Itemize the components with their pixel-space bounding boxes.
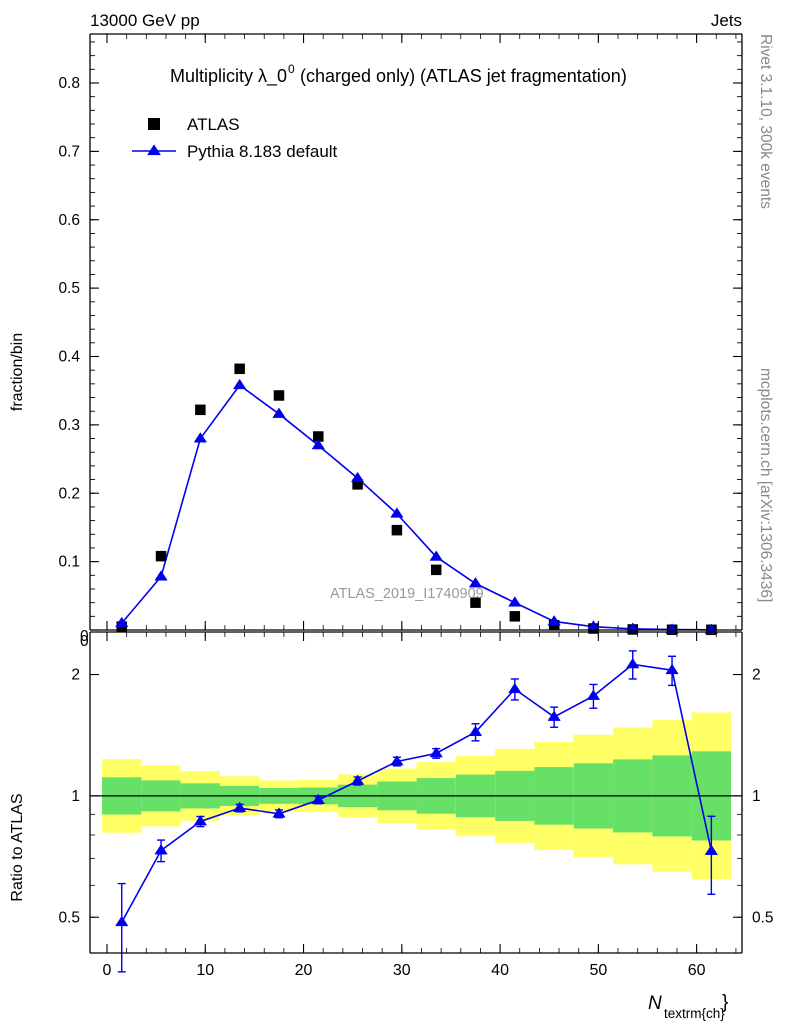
svg-text:0.3: 0.3 (58, 417, 80, 434)
svg-text:Ratio to ATLAS: Ratio to ATLAS (9, 793, 26, 901)
svg-text:0.7: 0.7 (58, 143, 80, 160)
svg-text:Multiplicity λ_0: Multiplicity λ_0 (170, 66, 287, 87)
svg-text:0.6: 0.6 (58, 212, 80, 229)
svg-text:1: 1 (71, 788, 80, 805)
svg-text:13000 GeV pp: 13000 GeV pp (90, 11, 200, 30)
svg-text:30: 30 (393, 962, 411, 979)
svg-text:40: 40 (491, 962, 509, 979)
svg-text:Rivet 3.1.10, 300k events: Rivet 3.1.10, 300k events (757, 34, 774, 209)
svg-text:N: N (648, 993, 662, 1014)
svg-text:0: 0 (80, 626, 89, 643)
svg-text:Jets: Jets (711, 11, 742, 30)
svg-text:2: 2 (71, 667, 80, 684)
svg-text:10: 10 (196, 962, 214, 979)
svg-text:0.4: 0.4 (58, 349, 80, 366)
svg-text:0.8: 0.8 (58, 75, 80, 92)
svg-text:0.2: 0.2 (58, 485, 80, 502)
svg-text:Pythia 8.183 default: Pythia 8.183 default (187, 142, 338, 161)
svg-text:0.5: 0.5 (752, 909, 774, 926)
svg-text:ATLAS: ATLAS (187, 115, 240, 134)
svg-text:60: 60 (688, 962, 706, 979)
svg-text:0.1: 0.1 (58, 554, 80, 571)
svg-text:1: 1 (752, 788, 761, 805)
svg-text:0: 0 (103, 962, 112, 979)
svg-text:textrm{ch}: textrm{ch} (664, 1006, 725, 1021)
svg-text:20: 20 (295, 962, 313, 979)
svg-text:0.5: 0.5 (58, 280, 80, 297)
svg-text:mcplots.cern.ch [arXiv:1306.34: mcplots.cern.ch [arXiv:1306.3436] (757, 368, 774, 602)
svg-text:0.5: 0.5 (58, 909, 80, 926)
svg-text:2: 2 (752, 667, 761, 684)
svg-text:}: } (722, 992, 728, 1013)
svg-text:0: 0 (288, 62, 295, 76)
svg-text:ATLAS_2019_I1740909: ATLAS_2019_I1740909 (330, 586, 484, 602)
svg-text:(charged only) (ATLAS jet frag: (charged only) (ATLAS jet fragmentation) (300, 66, 627, 86)
svg-text:fraction/bin: fraction/bin (9, 333, 26, 411)
svg-text:50: 50 (589, 962, 607, 979)
